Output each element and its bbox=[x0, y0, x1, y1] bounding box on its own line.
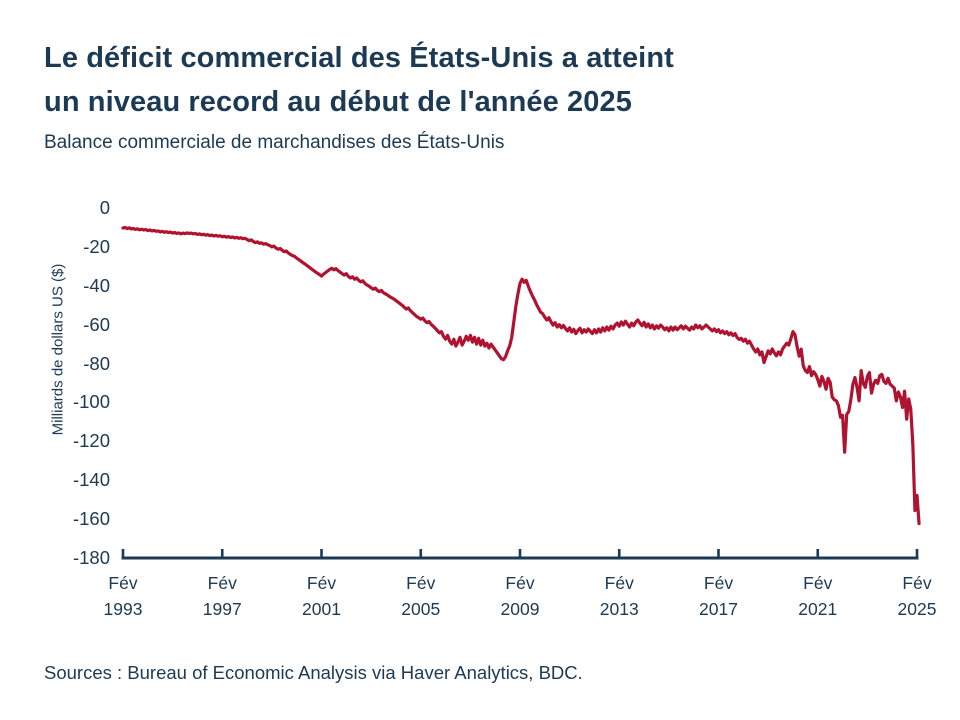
x-tick-label-2017: Fév 2017 bbox=[674, 570, 764, 622]
x-tick-month: Fév bbox=[406, 573, 436, 593]
x-tick-month: Fév bbox=[108, 573, 138, 593]
x-tick-label-1993: Fév 1993 bbox=[78, 570, 168, 622]
x-tick-month: Fév bbox=[505, 573, 535, 593]
x-tick-month: Fév bbox=[902, 573, 932, 593]
y-tick-label-0: 0 bbox=[99, 197, 110, 218]
y-tick-label--60: -60 bbox=[83, 313, 110, 335]
x-tick-year: 2005 bbox=[401, 599, 441, 619]
x-tick-label-2001: Fév 2001 bbox=[277, 570, 367, 622]
x-tick-year: 1993 bbox=[103, 599, 143, 619]
x-tick-month: Fév bbox=[306, 573, 337, 593]
x-tick-month: Fév bbox=[604, 573, 634, 593]
x-tick-label-2025: Fév 2025 bbox=[872, 570, 960, 622]
y-tick-label--80: -80 bbox=[83, 352, 110, 374]
x-tick-label-2013: Fév 2013 bbox=[574, 570, 664, 622]
trade-balance-line bbox=[121, 225, 921, 526]
x-tick-year: 2025 bbox=[897, 599, 937, 619]
y-tick-label--180: -180 bbox=[72, 547, 110, 568]
x-tick-month: Fév bbox=[207, 573, 237, 593]
x-tick-label-1997: Fév 1997 bbox=[177, 570, 267, 622]
x-tick-year: 2009 bbox=[500, 599, 540, 619]
chart-subtitle: Balance commerciale de marchandises des … bbox=[44, 132, 505, 153]
x-tick-year: 2021 bbox=[798, 599, 838, 619]
source-note: Sources : Bureau of Economic Analysis vi… bbox=[44, 662, 583, 683]
y-tick-label--20: -20 bbox=[83, 235, 110, 257]
x-tick-year: 2013 bbox=[599, 599, 639, 619]
x-tick-year: 2017 bbox=[699, 599, 738, 619]
x-tick-month: Fév bbox=[803, 573, 833, 593]
x-tick-label-2009: Fév 2009 bbox=[475, 570, 565, 622]
y-tick-label--40: -40 bbox=[83, 274, 110, 296]
y-tick-label--140: -140 bbox=[72, 469, 110, 491]
y-tick-label--120: -120 bbox=[72, 430, 110, 452]
x-tick-month: Fév bbox=[703, 573, 734, 593]
page-title-line2: un niveau record au début de l'année 202… bbox=[44, 86, 632, 118]
page-title-line1: Le déficit commercial des États-Unis a a… bbox=[44, 42, 674, 74]
y-tick-label--160: -160 bbox=[72, 508, 110, 530]
y-tick-label--100: -100 bbox=[72, 391, 110, 413]
x-tick-label-2021: Fév 2021 bbox=[773, 570, 863, 622]
x-tick-year: 2001 bbox=[302, 599, 341, 619]
page-title: Le déficit commercial des États-Unis a a… bbox=[44, 36, 674, 124]
x-tick-label-2005: Fév 2005 bbox=[376, 570, 466, 622]
x-tick-year: 1997 bbox=[202, 599, 242, 619]
